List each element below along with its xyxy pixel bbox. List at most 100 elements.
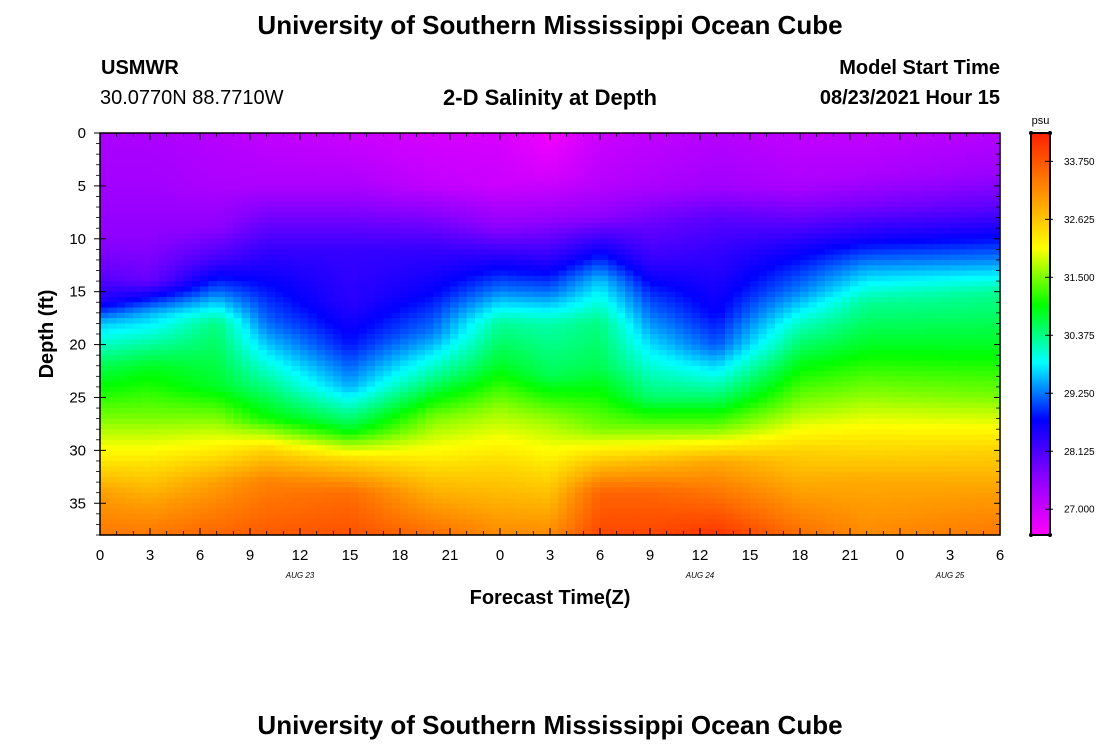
heatmap-cell (308, 259, 318, 266)
heatmap-cell (600, 238, 609, 245)
heatmap-cell (616, 371, 626, 377)
heatmap-cell (183, 508, 193, 515)
heatmap-cell (433, 270, 443, 277)
heatmap-cell (591, 222, 601, 229)
heatmap-cell (200, 482, 209, 488)
heatmap-cell (458, 381, 468, 388)
heatmap-cell (608, 196, 618, 203)
heatmap-cell (216, 233, 226, 240)
heatmap-cell (233, 291, 243, 298)
heatmap-cell (541, 487, 551, 494)
heatmap-cell (108, 328, 118, 335)
heatmap-cell (566, 238, 576, 245)
heatmap-cell (466, 524, 476, 531)
heatmap-cell (441, 376, 451, 383)
heatmap-cell (408, 355, 418, 362)
heatmap-cell (150, 423, 159, 430)
heatmap-cell (525, 133, 534, 139)
heatmap-cell (166, 328, 176, 335)
heatmap-cell (116, 291, 126, 298)
heatmap-cell (216, 513, 226, 520)
heatmap-cell (316, 238, 326, 245)
heatmap-cell (200, 349, 209, 356)
heatmap-cell (291, 503, 301, 510)
heatmap-cell (400, 365, 409, 372)
heatmap-cell (433, 281, 443, 287)
heatmap-cell (600, 249, 609, 256)
heatmap-cell (258, 371, 268, 377)
heatmap-cell (125, 487, 134, 494)
heatmap-cell (116, 482, 126, 488)
heatmap-cell (491, 439, 501, 446)
heatmap-cell (266, 365, 276, 372)
heatmap-cell (541, 397, 551, 404)
heatmap-cell (133, 249, 143, 256)
heatmap-cell (500, 270, 509, 277)
heatmap-cell (425, 466, 434, 473)
heatmap-cell (191, 497, 201, 504)
heatmap-cell (241, 296, 251, 303)
heatmap-cell (625, 296, 634, 303)
heatmap-cell (291, 392, 301, 399)
heatmap-cell (250, 482, 259, 488)
heatmap-cell (600, 513, 609, 520)
heatmap-cell (408, 148, 418, 155)
heatmap-cell (200, 418, 209, 425)
heatmap-cell (350, 328, 359, 335)
heatmap-cell (183, 371, 193, 377)
heatmap-cell (100, 180, 109, 187)
heatmap-cell (591, 476, 601, 483)
heatmap-cell (400, 249, 409, 256)
heatmap-cell (408, 423, 418, 430)
heatmap-cell (133, 418, 143, 425)
heatmap-cell (591, 460, 601, 467)
heatmap-cell (316, 445, 326, 451)
heatmap-cell (216, 413, 226, 420)
heatmap-cell (375, 217, 384, 224)
heatmap-cell (425, 508, 434, 515)
heatmap-cell (558, 228, 568, 235)
heatmap-cell (108, 254, 118, 261)
heatmap-cell (366, 270, 376, 277)
heatmap-cell (325, 360, 334, 367)
heatmap-cell (450, 159, 459, 166)
heatmap-cell (216, 344, 226, 351)
heatmap-cell (475, 318, 484, 325)
heatmap-cell (133, 439, 143, 446)
heatmap-cell (641, 201, 651, 208)
heatmap-cell (433, 222, 443, 229)
heatmap-cell (283, 233, 293, 240)
heatmap-cell (491, 291, 501, 298)
heatmap-cell (608, 450, 618, 457)
heatmap-cell (483, 281, 493, 287)
heatmap-cell (441, 423, 451, 430)
heatmap-cell (633, 503, 643, 510)
heatmap-cell (208, 439, 218, 446)
heatmap-cell (500, 529, 509, 536)
heatmap-cell (491, 466, 501, 473)
heatmap-cell (358, 196, 368, 203)
heatmap-cell (466, 159, 476, 166)
heatmap-cell (391, 196, 401, 203)
heatmap-cell (158, 487, 168, 494)
heatmap-cell (191, 429, 201, 436)
heatmap-cell (475, 228, 484, 235)
heatmap-cell (491, 397, 501, 404)
heatmap-cell (108, 307, 118, 314)
heatmap-cell (475, 233, 484, 240)
heatmap-cell (500, 439, 509, 446)
heatmap-cell (191, 408, 201, 414)
heatmap-cell (566, 244, 576, 250)
heatmap-cell (241, 154, 251, 161)
heatmap-cell (350, 450, 359, 457)
heatmap-cell (233, 450, 243, 457)
heatmap-cell (600, 170, 609, 176)
heatmap-cell (391, 259, 401, 266)
heatmap-cell (225, 328, 234, 335)
heatmap-cell (341, 466, 351, 473)
heatmap-cell (375, 439, 384, 446)
heatmap-cell (108, 445, 118, 451)
heatmap-cell (408, 164, 418, 171)
heatmap-cell (441, 170, 451, 176)
heatmap-cell (408, 185, 418, 192)
